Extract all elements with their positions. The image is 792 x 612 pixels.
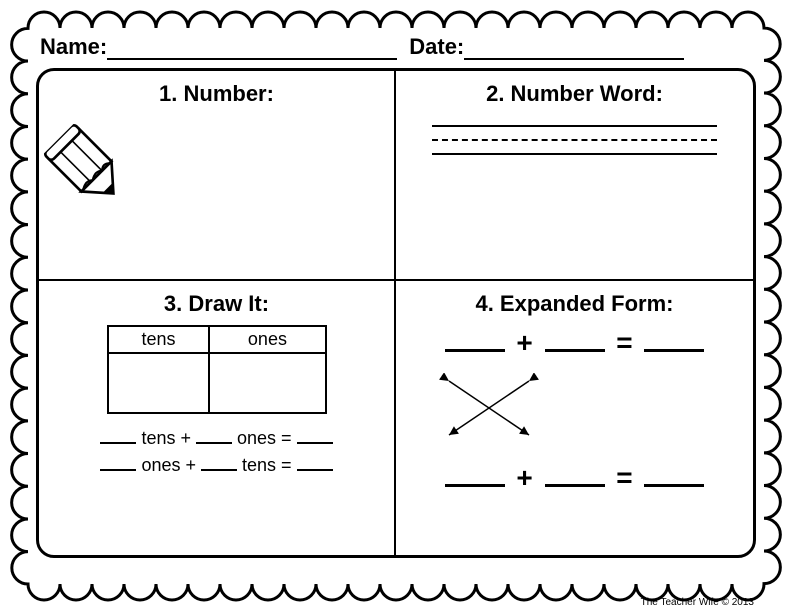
pencil-icon <box>36 110 144 223</box>
header-row: Name: Date: <box>36 34 756 60</box>
col-ones: ones <box>209 326 325 353</box>
cell-draw-title: 3. Draw It: <box>57 291 376 317</box>
date-field: Date: <box>409 34 684 60</box>
cross-arrows-icon <box>414 373 564 443</box>
eq-ones-tens: ones + tens = <box>57 455 376 476</box>
cell-number: 1. Number: <box>39 71 396 281</box>
expanded-row-1: + = <box>414 327 735 359</box>
writing-lines[interactable] <box>432 125 717 155</box>
worksheet-grid: 1. Number: 2. Number Word: 3. Draw It: <box>36 68 756 558</box>
expanded-row-2: + = <box>414 462 735 494</box>
credit-text: The Teacher Wife © 2013 <box>641 597 754 608</box>
cell-number-title: 1. Number: <box>57 81 376 107</box>
tens-ones-table: tens ones <box>107 325 327 414</box>
name-line[interactable] <box>107 38 397 60</box>
name-field: Name: <box>40 34 397 60</box>
cell-draw: 3. Draw It: tens ones tens + ones = <box>39 281 396 555</box>
cell-word: 2. Number Word: <box>396 71 753 281</box>
eq-tens-ones: tens + ones = <box>57 428 376 449</box>
cell-expanded-title: 4. Expanded Form: <box>414 291 735 317</box>
tens-box[interactable] <box>108 353 210 413</box>
cell-expanded: 4. Expanded Form: + = + <box>396 281 753 555</box>
col-tens: tens <box>108 326 210 353</box>
date-label: Date: <box>409 34 464 60</box>
cell-word-title: 2. Number Word: <box>414 81 735 107</box>
name-label: Name: <box>40 34 107 60</box>
date-line[interactable] <box>464 38 684 60</box>
ones-box[interactable] <box>209 353 325 413</box>
